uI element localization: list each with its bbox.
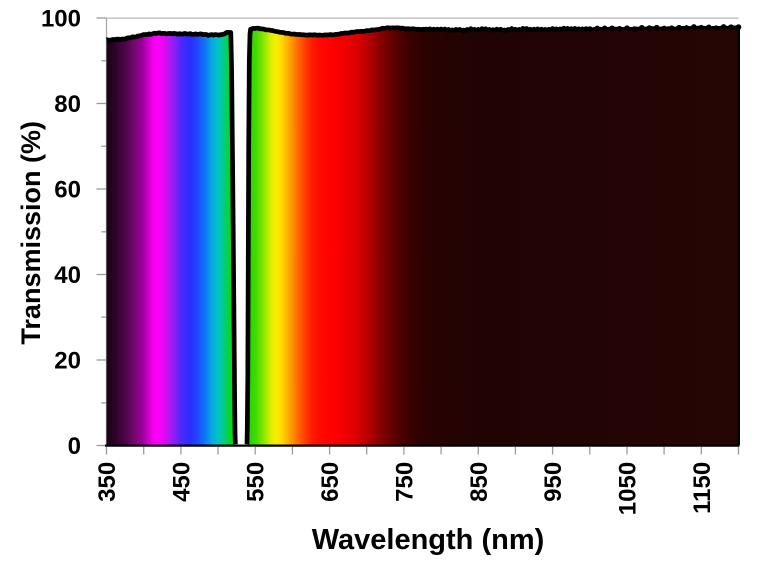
svg-text:950: 950 xyxy=(540,462,567,502)
svg-text:100: 100 xyxy=(41,6,81,33)
svg-text:Transmission (%): Transmission (%) xyxy=(16,121,46,345)
svg-text:40: 40 xyxy=(54,262,81,289)
svg-text:650: 650 xyxy=(317,462,344,502)
svg-text:1150: 1150 xyxy=(689,462,716,514)
svg-text:350: 350 xyxy=(94,462,121,502)
svg-text:550: 550 xyxy=(243,462,270,502)
svg-text:750: 750 xyxy=(391,462,418,502)
svg-text:60: 60 xyxy=(54,177,81,204)
svg-text:1050: 1050 xyxy=(615,462,642,515)
svg-text:80: 80 xyxy=(54,91,81,118)
svg-text:20: 20 xyxy=(54,348,81,375)
svg-text:450: 450 xyxy=(168,462,195,502)
svg-text:850: 850 xyxy=(466,462,493,502)
svg-text:Wavelength (nm): Wavelength (nm) xyxy=(312,524,545,556)
svg-text:0: 0 xyxy=(68,433,81,460)
